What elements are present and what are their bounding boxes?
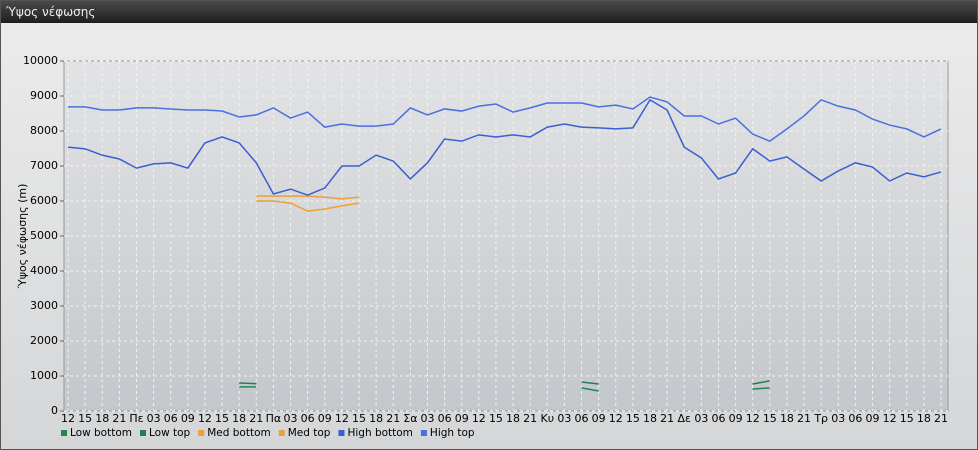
y-tick-label: 8000	[30, 124, 58, 137]
legend-swatch	[61, 430, 67, 436]
x-tick-label: Πε	[129, 412, 143, 425]
legend-label: Med top	[288, 427, 331, 439]
x-tick-label: 06	[438, 412, 452, 425]
legend-swatch	[198, 430, 205, 436]
x-tick-label: 06	[164, 412, 178, 425]
legend-label: Low top	[149, 427, 191, 439]
x-tick-label: 09	[729, 412, 743, 425]
x-tick-label: 03	[284, 412, 298, 425]
x-tick-label: 18	[95, 412, 109, 425]
legend-swatch	[140, 430, 146, 436]
series-line	[68, 96, 942, 143]
x-tick-label: Κυ	[541, 412, 555, 425]
x-tick-label: 15	[763, 412, 777, 425]
x-tick-label: 06	[848, 412, 862, 425]
x-tick-label: 09	[592, 412, 606, 425]
x-tick-label: 21	[112, 412, 126, 425]
series-line	[239, 380, 770, 385]
x-tick-label: 21	[386, 412, 400, 425]
legend-label: High bottom	[347, 427, 412, 439]
x-tick-label: 15	[215, 412, 229, 425]
x-tick-label: 15	[626, 412, 640, 425]
y-tick-label: 2000	[30, 334, 58, 347]
x-tick-label: 12	[883, 412, 897, 425]
x-tick-label: 12	[61, 412, 75, 425]
x-tick-label: 09	[181, 412, 195, 425]
x-tick-label: 12	[335, 412, 349, 425]
legend-swatch	[278, 430, 285, 436]
y-tick-label: 6000	[30, 194, 58, 207]
y-tick-label: 0	[51, 404, 58, 417]
y-tick-label: 1000	[30, 369, 58, 382]
x-tick-label: 15	[489, 412, 503, 425]
x-tick-label: Πα	[266, 412, 282, 425]
legend-label: Med bottom	[207, 427, 271, 439]
series-line	[67, 98, 942, 196]
x-tick-label: 15	[352, 412, 366, 425]
x-tick-label: 06	[301, 412, 315, 425]
x-tick-label: 21	[797, 412, 811, 425]
x-tick-label: 18	[780, 412, 794, 425]
x-tick-label: Δε	[677, 412, 691, 425]
y-tick-label: 4000	[30, 264, 58, 277]
x-tick-label: 03	[557, 412, 571, 425]
x-tick-label: 15	[900, 412, 914, 425]
y-tick-label: 7000	[30, 159, 58, 172]
x-tick-label: 18	[917, 412, 931, 425]
x-tick-label: 03	[420, 412, 434, 425]
x-tick-label: 21	[660, 412, 674, 425]
x-tick-label: 06	[711, 412, 725, 425]
x-tick-label: 12	[472, 412, 486, 425]
y-tick-label: 9000	[30, 89, 58, 102]
x-tick-label: 21	[523, 412, 537, 425]
series-line	[256, 195, 360, 200]
x-tick-label: 09	[455, 412, 469, 425]
x-tick-label: 12	[198, 412, 212, 425]
y-tick-label: 10000	[23, 54, 58, 67]
legend-swatch	[338, 430, 345, 436]
x-tick-label: 12	[609, 412, 623, 425]
x-tick-label: 21	[249, 412, 263, 425]
x-tick-label: 18	[643, 412, 657, 425]
x-tick-label: 09	[318, 412, 332, 425]
x-tick-label: 09	[866, 412, 880, 425]
y-axis-label: Ύψος νέφωσης (m)	[16, 184, 29, 290]
x-tick-label: 18	[232, 412, 246, 425]
x-tick-label: 03	[831, 412, 845, 425]
x-tick-label: 15	[78, 412, 92, 425]
series-line	[256, 200, 360, 212]
y-tick-label: 5000	[30, 229, 58, 242]
legend-swatch	[420, 430, 427, 436]
x-tick-label: Σα	[403, 412, 417, 425]
legend-label: High top	[430, 427, 475, 439]
x-tick-label: Τρ	[813, 412, 828, 425]
x-tick-label: 03	[694, 412, 708, 425]
x-tick-label: 03	[147, 412, 161, 425]
legend-label: Low bottom	[70, 427, 132, 439]
x-tick-label: 06	[575, 412, 589, 425]
window-title: Ύψος νέφωσης	[1, 1, 977, 23]
x-tick-label: 18	[369, 412, 383, 425]
x-tick-label: 18	[506, 412, 520, 425]
x-tick-label: 12	[746, 412, 760, 425]
x-tick-label: 21	[934, 412, 948, 425]
y-tick-label: 3000	[30, 299, 58, 312]
series-line	[239, 386, 770, 392]
chart: Ύψος νέφωσης (m) 12 15 18 21 Πε 03 06 09 12 15 18 2…	[16, 54, 949, 439]
